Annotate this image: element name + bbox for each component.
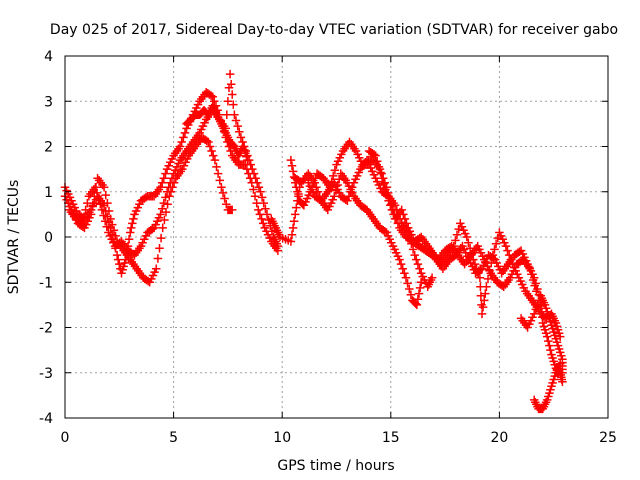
- series-track-5: [290, 169, 426, 310]
- data-point-markers: [286, 137, 437, 292]
- data-point-markers: [529, 359, 565, 414]
- y-tick-label: 0: [44, 230, 53, 246]
- x-tick-label: 20: [490, 430, 508, 446]
- series-track-11: [182, 101, 252, 165]
- data-point-markers: [267, 182, 304, 246]
- y-tick-label: -2: [39, 321, 53, 337]
- x-tick-label: 25: [599, 430, 617, 446]
- y-tick-label: 3: [44, 94, 53, 110]
- y-axis-label: SDTVAR / TECUs: [6, 180, 22, 295]
- series-track-10: [529, 359, 565, 414]
- x-tick-label: 0: [61, 430, 70, 446]
- data-point-markers: [425, 241, 567, 387]
- series-track-9: [516, 291, 567, 378]
- grid-layer: [65, 56, 608, 418]
- series-track-4: [286, 137, 437, 292]
- x-tick-label: 10: [273, 430, 291, 446]
- y-tick-label: -3: [39, 366, 53, 382]
- y-tick-label: 4: [44, 49, 53, 65]
- series-track-8: [425, 241, 567, 387]
- tick-layer: 0 5 10 15 20 25 -4 -3 -2 -1 0 1 2 3 4: [39, 49, 617, 446]
- y-tick-label: -4: [39, 411, 53, 427]
- series-track-3: [65, 69, 283, 260]
- chart-title: Day 025 of 2017, Sidereal Day-to-day VTE…: [50, 22, 618, 38]
- data-point-markers: [516, 291, 567, 378]
- data-point-markers: [65, 69, 283, 260]
- y-tick-label: 1: [44, 185, 53, 201]
- y-tick-label: -1: [39, 275, 53, 291]
- data-point-markers: [182, 101, 252, 165]
- x-axis-label: GPS time / hours: [277, 458, 394, 474]
- data-point-markers: [290, 169, 426, 310]
- series-track-12: [267, 182, 304, 246]
- y-tick-label: 2: [44, 140, 53, 156]
- x-tick-label: 5: [169, 430, 178, 446]
- x-tick-label: 15: [382, 430, 400, 446]
- data-layer: [60, 69, 567, 414]
